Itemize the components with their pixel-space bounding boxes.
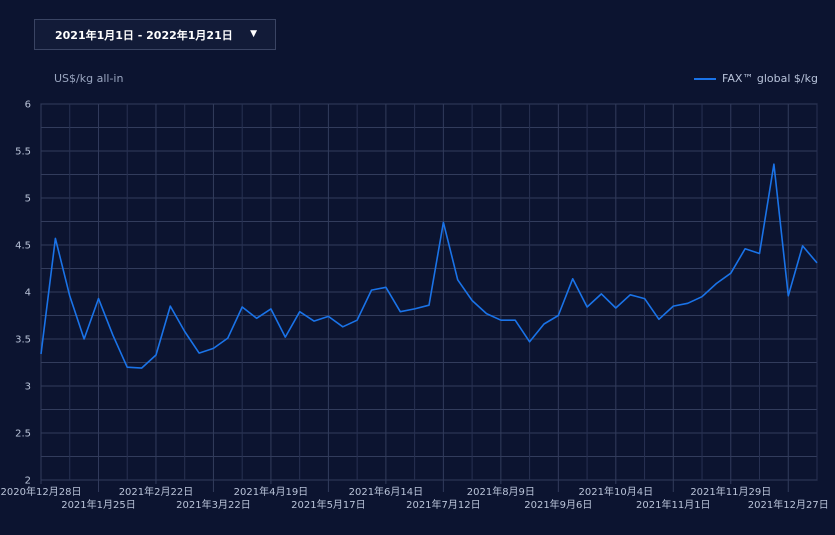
x-tick-label: 2021年5月17日 (291, 498, 366, 511)
x-tick-label: 2021年9月6日 (524, 498, 592, 511)
x-tick-label: 2021年12月27日 (748, 498, 829, 511)
y-tick-label: 3 (25, 382, 31, 393)
y-tick-label: 6 (25, 100, 31, 111)
x-tick-label: 2021年11月29日 (690, 485, 771, 498)
date-range-selector[interactable]: 2021年1月1日 - 2022年1月21日 ▼ (34, 19, 276, 50)
y-tick-label: 4 (25, 288, 31, 299)
legend-swatch (694, 77, 717, 80)
y-tick-label: 5.5 (15, 147, 31, 158)
y-axis-ticks: 2 2.5 3 3.5 4 4.5 5 5.5 6 (15, 100, 31, 487)
x-axis-ticks: 2020年12月28日2021年1月25日2021年2月22日2021年3月22… (1, 485, 829, 511)
series-line (40, 163, 818, 369)
y-tick-label: 2 (25, 476, 31, 487)
chevron-down-icon[interactable]: ▼ (250, 29, 257, 39)
x-tick-label: 2021年11月1日 (636, 498, 711, 511)
y-tick-label: 4.5 (15, 241, 31, 252)
y-tick-label: 5 (25, 194, 31, 205)
x-tick-label: 2021年1月25日 (61, 498, 136, 511)
x-tick-label: 2020年12月28日 (1, 485, 82, 498)
chart-series (40, 163, 818, 369)
y-tick-label: 2.5 (15, 429, 31, 440)
x-tick-label: 2021年4月19日 (234, 485, 309, 498)
legend-label: FAX™ global $/kg (722, 72, 818, 85)
chart-legend[interactable]: FAX™ global $/kg (694, 72, 818, 85)
x-tick-label: 2021年6月14日 (349, 485, 424, 498)
x-tick-label: 2021年3月22日 (176, 498, 251, 511)
y-axis-unit-label: US$/kg all-in (54, 72, 124, 85)
x-tick-label: 2021年8月9日 (467, 485, 535, 498)
y-tick-label: 3.5 (15, 335, 31, 346)
x-tick-label: 2021年10月4日 (579, 485, 654, 498)
x-tick-label: 2021年7月12日 (406, 498, 481, 511)
date-range-value: 2021年1月1日 - 2022年1月21日 (55, 28, 233, 42)
x-tick-label: 2021年2月22日 (119, 485, 194, 498)
chart-grid (40, 103, 818, 492)
